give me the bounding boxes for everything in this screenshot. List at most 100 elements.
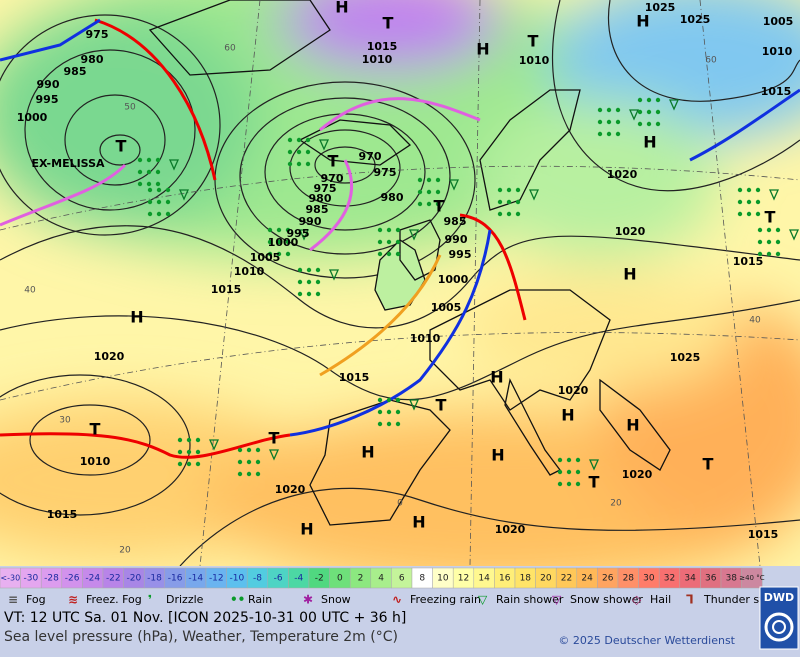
- rain-symbol: [305, 161, 311, 167]
- rain-symbol: [435, 201, 441, 207]
- rain-symbol: [155, 169, 161, 175]
- rain-symbol: [297, 291, 303, 297]
- shower-symbol: [298, 229, 310, 241]
- rain-symbol: [766, 227, 772, 233]
- high-pressure-label: H: [361, 443, 374, 462]
- weather-icon: ≋: [68, 593, 78, 607]
- rain-symbol: [515, 187, 521, 193]
- rain-symbol: [165, 211, 171, 217]
- scale-label: 10: [437, 574, 449, 584]
- rain-symbol: [377, 239, 383, 245]
- isobar-label: 1010: [762, 45, 793, 58]
- isobar-label: 995: [449, 248, 472, 261]
- high-pressure-label: H: [335, 0, 348, 17]
- low-pressure-label: T: [269, 429, 280, 448]
- isobar-label: 1025: [645, 1, 676, 14]
- weather-label: Snow: [321, 593, 351, 606]
- rain-symbol: [386, 397, 392, 403]
- isobar-label: 1020: [615, 225, 646, 238]
- rain-symbol: [506, 187, 512, 193]
- isobar-label: 1020: [607, 168, 638, 181]
- rain-symbol: [177, 437, 183, 443]
- scale-label: 12: [458, 574, 469, 584]
- rain-symbol: [285, 227, 291, 233]
- rain-symbol: [386, 421, 392, 427]
- shower-symbol: [168, 159, 180, 171]
- rain-symbol: [775, 251, 781, 257]
- rain-symbol: [766, 251, 772, 257]
- scale-label: 8: [419, 574, 425, 584]
- high-pressure-label: H: [643, 133, 656, 152]
- rain-symbol: [557, 469, 563, 475]
- scale-label: 18: [520, 574, 532, 584]
- rain-symbol: [597, 131, 603, 137]
- rain-symbol: [146, 169, 152, 175]
- rain-symbol: [147, 187, 153, 193]
- rain-symbol: [377, 421, 383, 427]
- rain-symbol: [557, 457, 563, 463]
- rain-symbol: [775, 239, 781, 245]
- rain-symbol: [637, 109, 643, 115]
- isobar-label: 1020: [622, 468, 653, 481]
- rain-symbol: [417, 189, 423, 195]
- rain-symbol: [515, 211, 521, 217]
- rain-symbol: [246, 447, 252, 453]
- isobar-label: 995: [287, 227, 310, 240]
- scale-label: -10: [230, 574, 245, 584]
- isobar-label: 985: [444, 215, 467, 228]
- rain-symbol: [506, 211, 512, 217]
- rain-symbol: [557, 481, 563, 487]
- weather-icon: ∿: [392, 593, 402, 607]
- temperature-field: [0, 0, 800, 566]
- rain-symbol: [566, 469, 572, 475]
- scale-label: 32: [664, 574, 675, 584]
- isobar-label: 975: [86, 28, 109, 41]
- isobar-label: 60: [705, 56, 717, 66]
- rain-symbol: [386, 409, 392, 415]
- rain-symbol: [417, 201, 423, 207]
- isobar-label: 20: [119, 546, 131, 556]
- rain-symbol: [255, 447, 261, 453]
- isobar-label: 1000: [438, 273, 469, 286]
- shower-symbol: [588, 459, 600, 471]
- rain-symbol: [315, 279, 321, 285]
- isobar-label: 1025: [670, 351, 701, 364]
- scale-label: 20: [540, 574, 552, 584]
- high-pressure-label: H: [412, 513, 425, 532]
- weather-icon: ▽: [478, 593, 488, 607]
- rain-symbol: [615, 131, 621, 137]
- high-pressure-label: H: [636, 12, 649, 31]
- rain-symbol: [165, 199, 171, 205]
- rain-symbol: [757, 251, 763, 257]
- rain-symbol: [566, 457, 572, 463]
- scale-label: 16: [499, 574, 511, 584]
- isobar-label: 980: [309, 192, 332, 205]
- scale-label: 22: [561, 574, 572, 584]
- fronts: [0, 18, 800, 459]
- rain-symbol: [775, 227, 781, 233]
- low-pressure-label: T: [703, 455, 714, 474]
- weather-icon: ••: [230, 593, 245, 607]
- logo: DWD: [764, 591, 794, 604]
- isobar-label: 1005: [763, 15, 794, 28]
- rain-symbol: [137, 157, 143, 163]
- rain-symbol: [156, 199, 162, 205]
- isobar-label: 1025: [680, 13, 711, 26]
- isobar-label: 975: [314, 182, 337, 195]
- temperature-scale: <-30 -30 -28 -26 -24 -22 -20 -18 -16 -14 -12 -10 -8-…: [0, 567, 765, 589]
- low-pressure-label: T: [328, 152, 339, 171]
- shower-symbol: [788, 229, 800, 241]
- rain-symbol: [655, 109, 661, 115]
- copyright: © 2025 Deutscher Wetterdienst: [558, 634, 735, 647]
- isobar-label: 40: [24, 286, 36, 296]
- scale-label: -12: [209, 574, 224, 584]
- scale-label: 38: [726, 574, 738, 584]
- isobar-label: 980: [381, 191, 404, 204]
- scale-label: -14: [188, 574, 203, 584]
- rain-symbol: [296, 137, 302, 143]
- low-pressure-label: T: [383, 14, 394, 33]
- scale-cell: [741, 567, 763, 589]
- rain-symbol: [426, 189, 432, 195]
- valid-time: VT: 12 UTC Sa. 01 Nov. [ICON 2025-10-31 …: [4, 610, 406, 626]
- scale-low-label: <-30: [0, 574, 20, 583]
